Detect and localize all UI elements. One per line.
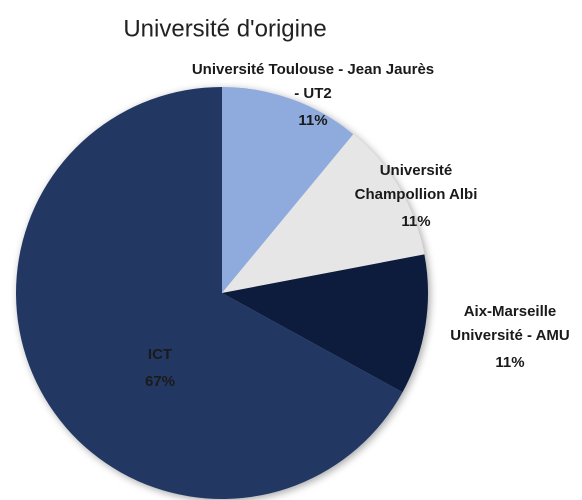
category-label: Université Champollion Albi	[355, 162, 478, 203]
category-label: Aix-Marseille Université - AMU	[450, 303, 569, 344]
pie-slice	[15, 87, 403, 499]
category-label: Université Toulouse - Jean Jaurès - UT2	[192, 61, 434, 102]
value-label: 67%	[145, 373, 175, 390]
pie-slice	[222, 134, 425, 293]
pie	[15, 87, 428, 499]
value-label: 11%	[298, 112, 327, 129]
pie-slice	[222, 87, 354, 293]
value-label: 11%	[495, 354, 524, 371]
category-label: ICT	[148, 346, 172, 363]
chart-title: Université d'origine	[123, 15, 326, 42]
value-label: 11%	[401, 213, 430, 230]
pie-slice	[222, 254, 428, 393]
